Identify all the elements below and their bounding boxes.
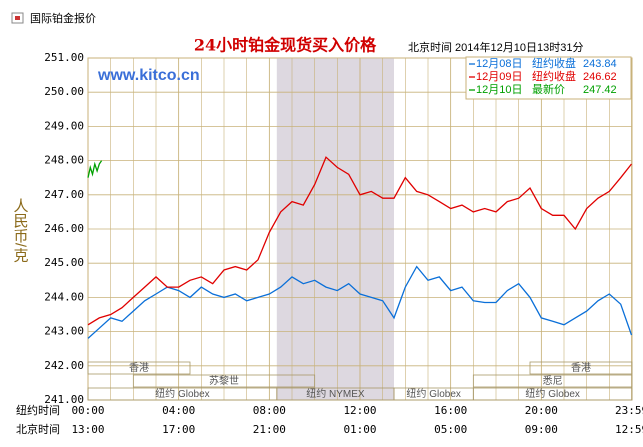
session-box xyxy=(87,361,191,375)
beijing-tick-label: 12:59 xyxy=(615,423,643,436)
session-label: 纽约 Globex xyxy=(406,387,460,400)
y-tick-label: 246.00 xyxy=(44,222,84,235)
legend-status: 纽约收盘 xyxy=(532,56,576,70)
y-tick-label: 245.00 xyxy=(44,256,84,269)
watermark: www.kitco.cn xyxy=(97,67,200,84)
x-tick-label: 20:00 xyxy=(525,404,558,417)
legend-name: 12月09日 xyxy=(476,71,522,83)
beijing-tick-label: 01:00 xyxy=(343,423,376,436)
y-tick-label: 248.00 xyxy=(44,154,84,167)
header-icon-dot xyxy=(15,16,20,20)
y-tick-label: 242.00 xyxy=(44,359,84,372)
x-tick-label: 04:00 xyxy=(162,404,195,417)
ny-row-label: 纽约时间 xyxy=(16,403,60,417)
y-tick-label: 250.00 xyxy=(44,85,84,98)
y-tick-label: 251.00 xyxy=(44,51,84,64)
x-tick-label: 16:00 xyxy=(434,404,467,417)
session-label: 悉尼 xyxy=(543,375,563,387)
y-tick-label: 243.00 xyxy=(44,325,84,338)
legend-last: 243.84 xyxy=(583,58,617,70)
legend-last: 247.42 xyxy=(583,84,617,96)
x-tick-label: 08:00 xyxy=(253,404,286,417)
session-box xyxy=(472,374,633,388)
session-box xyxy=(132,374,316,388)
beijing-tick-label: 21:00 xyxy=(253,423,286,436)
legend-status: 纽约收盘 xyxy=(532,69,576,83)
beijing-tick-label: 05:00 xyxy=(434,423,467,436)
beijing-row-label: 北京时间 xyxy=(16,422,60,436)
session-label: 苏黎世 xyxy=(209,374,239,387)
series-line xyxy=(87,156,633,326)
legend-status: 最新价 xyxy=(532,82,565,96)
beijing-tick-label: 09:00 xyxy=(525,423,558,436)
y-tick-label: 247.00 xyxy=(44,188,84,201)
y-tick-label: 249.00 xyxy=(44,119,84,132)
session-label: 纽约 Globex xyxy=(155,387,209,400)
y-tick-label: 244.00 xyxy=(44,290,84,303)
legend-last: 246.62 xyxy=(583,71,617,83)
session-box xyxy=(472,387,633,401)
x-tick-label: 23:59 xyxy=(615,404,643,417)
series-line xyxy=(87,160,103,178)
legend-name: 12月10日 xyxy=(476,84,522,96)
beijing-tick-label: 17:00 xyxy=(162,423,195,436)
session-box xyxy=(529,361,633,375)
legend-name: 12月08日 xyxy=(476,58,522,70)
session-label: 香港 xyxy=(129,362,149,374)
series-line xyxy=(87,265,633,339)
x-tick-label: 00:00 xyxy=(71,404,104,417)
session-label: 纽约 NYMEX xyxy=(306,387,365,400)
beijing-tick-label: 13:00 xyxy=(71,423,104,436)
header-title: 国际铂金报价 xyxy=(30,11,96,25)
x-tick-label: 12:00 xyxy=(343,404,376,417)
session-label: 纽约 Globex xyxy=(525,387,579,400)
y-axis-label: 人民币/克 xyxy=(12,198,29,263)
subtitle: 北京时间 2014年12月10日13时31分 xyxy=(408,40,583,54)
y-tick-label: 241.00 xyxy=(44,393,84,406)
session-label: 香港 xyxy=(571,362,591,374)
chart-title: 24小时铂金现货买入价格 xyxy=(194,36,377,55)
legend-box xyxy=(465,56,632,100)
